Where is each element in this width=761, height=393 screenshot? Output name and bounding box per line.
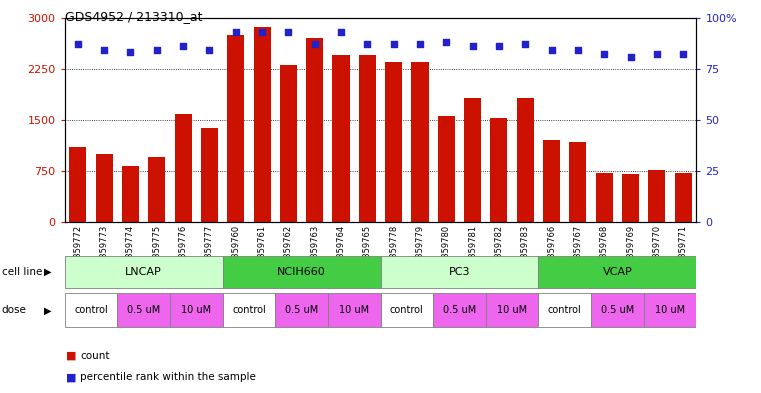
Bar xyxy=(275,294,328,327)
Text: percentile rank within the sample: percentile rank within the sample xyxy=(80,372,256,382)
Bar xyxy=(380,294,433,327)
Point xyxy=(440,39,452,45)
Point xyxy=(256,29,268,35)
Point xyxy=(546,47,558,53)
Text: control: control xyxy=(74,305,108,316)
Point xyxy=(387,41,400,48)
Text: ▶: ▶ xyxy=(44,267,52,277)
Bar xyxy=(543,140,560,222)
Bar xyxy=(380,256,539,288)
Bar xyxy=(412,62,428,222)
Point xyxy=(335,29,347,35)
Bar xyxy=(65,294,117,327)
Bar xyxy=(96,154,113,222)
Text: 10 uM: 10 uM xyxy=(181,305,212,316)
Bar xyxy=(174,114,192,222)
Bar xyxy=(596,173,613,222)
Text: count: count xyxy=(80,351,110,361)
Point xyxy=(677,51,689,58)
Text: dose: dose xyxy=(2,305,27,316)
Text: ■: ■ xyxy=(66,372,77,382)
Bar xyxy=(253,27,271,222)
Text: LNCAP: LNCAP xyxy=(126,267,162,277)
Bar xyxy=(674,173,692,222)
Point xyxy=(230,29,242,35)
Bar xyxy=(223,256,380,288)
Text: GDS4952 / 213310_at: GDS4952 / 213310_at xyxy=(65,10,202,23)
Point xyxy=(493,43,505,50)
Point xyxy=(414,41,426,48)
Text: 0.5 uM: 0.5 uM xyxy=(285,305,318,316)
Point xyxy=(572,47,584,53)
Point xyxy=(625,53,637,60)
Bar xyxy=(65,256,223,288)
Bar xyxy=(648,170,665,222)
Text: 0.5 uM: 0.5 uM xyxy=(600,305,634,316)
Bar xyxy=(464,98,481,222)
Text: 10 uM: 10 uM xyxy=(339,305,369,316)
Bar xyxy=(170,294,223,327)
Text: 10 uM: 10 uM xyxy=(655,305,685,316)
Bar xyxy=(117,294,170,327)
Point xyxy=(361,41,374,48)
Bar xyxy=(385,62,403,222)
Text: 10 uM: 10 uM xyxy=(497,305,527,316)
Text: PC3: PC3 xyxy=(449,267,470,277)
Bar xyxy=(569,141,587,222)
Point xyxy=(309,41,321,48)
Point xyxy=(598,51,610,58)
Text: control: control xyxy=(390,305,424,316)
Bar xyxy=(148,157,165,222)
Point xyxy=(72,41,84,48)
Point xyxy=(651,51,663,58)
Bar xyxy=(438,116,455,222)
Point xyxy=(203,47,215,53)
Bar xyxy=(539,294,591,327)
Bar xyxy=(69,147,87,222)
Bar xyxy=(328,294,380,327)
Point xyxy=(282,29,295,35)
Bar xyxy=(122,166,139,222)
Text: NCIH660: NCIH660 xyxy=(277,267,326,277)
Text: cell line: cell line xyxy=(2,267,42,277)
Point xyxy=(466,43,479,50)
Point xyxy=(124,49,136,55)
Text: 0.5 uM: 0.5 uM xyxy=(443,305,476,316)
Bar xyxy=(486,294,539,327)
Bar xyxy=(591,294,644,327)
Bar xyxy=(433,294,486,327)
Bar xyxy=(644,294,696,327)
Text: VCAP: VCAP xyxy=(603,267,632,277)
Point xyxy=(519,41,531,48)
Text: ■: ■ xyxy=(66,351,77,361)
Bar xyxy=(517,98,533,222)
Bar xyxy=(306,38,323,222)
Text: ▶: ▶ xyxy=(44,305,52,316)
Bar xyxy=(201,128,218,222)
Text: control: control xyxy=(548,305,581,316)
Text: control: control xyxy=(232,305,266,316)
Point xyxy=(98,47,110,53)
Bar xyxy=(490,118,508,222)
Text: 0.5 uM: 0.5 uM xyxy=(127,305,161,316)
Bar xyxy=(228,35,244,222)
Point xyxy=(177,43,189,50)
Bar xyxy=(223,294,275,327)
Bar xyxy=(622,174,639,222)
Point xyxy=(151,47,163,53)
Bar xyxy=(280,65,297,222)
Bar xyxy=(539,256,696,288)
Bar xyxy=(358,55,376,222)
Bar xyxy=(333,55,349,222)
